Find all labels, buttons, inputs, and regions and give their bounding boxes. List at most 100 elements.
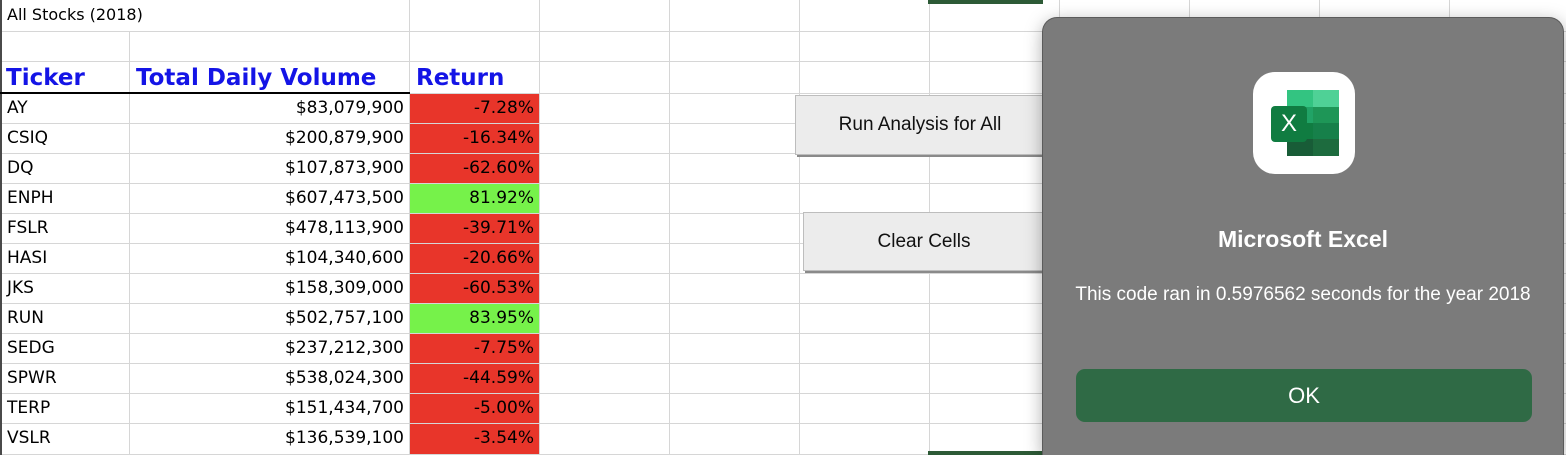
return-cell[interactable]: -7.75% xyxy=(410,334,540,364)
return-cell[interactable]: 81.92% xyxy=(410,184,540,214)
sheet-cell[interactable] xyxy=(670,304,800,334)
volume-cell[interactable]: $478,113,900 xyxy=(130,214,410,244)
sheet-cell[interactable] xyxy=(540,334,670,364)
sheet-cell[interactable] xyxy=(930,334,1060,364)
volume-cell[interactable]: $538,024,300 xyxy=(130,364,410,394)
sheet-cell[interactable] xyxy=(800,424,930,455)
volume-cell[interactable]: $158,309,000 xyxy=(130,274,410,304)
sheet-cell[interactable] xyxy=(670,394,800,424)
sheet-cell[interactable] xyxy=(540,214,670,244)
return-cell[interactable]: -3.54% xyxy=(410,424,540,455)
sheet-cell[interactable] xyxy=(670,184,800,214)
ticker-cell[interactable]: SEDG xyxy=(0,334,130,364)
sheet-cell[interactable] xyxy=(670,274,800,304)
sheet-cell[interactable] xyxy=(670,62,800,94)
run-analysis-button[interactable]: Run Analysis for All xyxy=(795,95,1045,155)
sheet-cell[interactable] xyxy=(930,32,1060,62)
sheet-cell[interactable] xyxy=(930,154,1060,184)
column-header-return[interactable]: Return xyxy=(410,62,540,94)
sheet-cell[interactable] xyxy=(0,32,130,62)
return-cell[interactable]: 83.95% xyxy=(410,304,540,334)
sheet-cell[interactable] xyxy=(540,304,670,334)
sheet-cell[interactable] xyxy=(670,154,800,184)
return-cell[interactable]: -20.66% xyxy=(410,244,540,274)
ticker-cell[interactable]: DQ xyxy=(0,154,130,184)
sheet-cell[interactable] xyxy=(670,334,800,364)
sheet-cell[interactable] xyxy=(930,184,1060,214)
sheet-cell[interactable] xyxy=(670,244,800,274)
ticker-cell[interactable]: HASI xyxy=(0,244,130,274)
column-header-volume[interactable]: Total Daily Volume xyxy=(130,62,410,94)
sheet-title-cell[interactable]: All Stocks (2018) xyxy=(0,0,410,32)
return-cell[interactable]: -39.71% xyxy=(410,214,540,244)
volume-cell[interactable]: $151,434,700 xyxy=(130,394,410,424)
volume-cell[interactable]: $237,212,300 xyxy=(130,334,410,364)
ticker-cell[interactable]: VSLR xyxy=(0,424,130,455)
sheet-cell[interactable] xyxy=(930,0,1060,32)
sheet-cell[interactable] xyxy=(540,394,670,424)
sheet-cell[interactable] xyxy=(930,364,1060,394)
sheet-cell[interactable] xyxy=(930,394,1060,424)
ticker-cell[interactable]: CSIQ xyxy=(0,124,130,154)
return-cell[interactable]: -60.53% xyxy=(410,274,540,304)
sheet-cell[interactable] xyxy=(130,32,410,62)
sheet-cell[interactable] xyxy=(800,274,930,304)
sheet-cell[interactable] xyxy=(540,94,670,124)
volume-cell[interactable]: $83,079,900 xyxy=(130,94,410,124)
ok-button[interactable]: OK xyxy=(1076,369,1532,422)
return-cell[interactable]: -62.60% xyxy=(410,154,540,184)
sheet-cell[interactable] xyxy=(800,394,930,424)
sheet-cell[interactable] xyxy=(800,32,930,62)
sheet-cell[interactable] xyxy=(540,184,670,214)
sheet-cell[interactable] xyxy=(540,244,670,274)
sheet-cell[interactable] xyxy=(540,154,670,184)
sheet-cell[interactable] xyxy=(410,32,540,62)
ticker-cell[interactable]: ENPH xyxy=(0,184,130,214)
sheet-cell[interactable] xyxy=(540,364,670,394)
sheet-cell[interactable] xyxy=(670,32,800,62)
sheet-cell[interactable] xyxy=(670,94,800,124)
sheet-cell[interactable] xyxy=(670,424,800,455)
sheet-cell[interactable] xyxy=(800,154,930,184)
ticker-cell[interactable]: TERP xyxy=(0,394,130,424)
sheet-cell[interactable] xyxy=(930,274,1060,304)
sheet-cell[interactable] xyxy=(540,62,670,94)
sheet-cell[interactable] xyxy=(670,364,800,394)
sheet-cell[interactable] xyxy=(540,32,670,62)
sheet-cell[interactable] xyxy=(540,124,670,154)
sheet-cell[interactable] xyxy=(540,274,670,304)
sheet-cell[interactable] xyxy=(800,62,930,94)
return-cell[interactable]: -5.00% xyxy=(410,394,540,424)
sheet-cell[interactable] xyxy=(800,364,930,394)
ticker-cell[interactable]: FSLR xyxy=(0,214,130,244)
ticker-cell[interactable]: RUN xyxy=(0,304,130,334)
sheet-cell[interactable] xyxy=(670,214,800,244)
volume-cell[interactable]: $136,539,100 xyxy=(130,424,410,455)
return-cell[interactable]: -44.59% xyxy=(410,364,540,394)
volume-cell[interactable]: $200,879,900 xyxy=(130,124,410,154)
return-cell[interactable]: -16.34% xyxy=(410,124,540,154)
sheet-cell[interactable] xyxy=(800,0,930,32)
volume-cell[interactable]: $502,757,100 xyxy=(130,304,410,334)
sheet-cell[interactable] xyxy=(410,0,540,32)
column-header-ticker[interactable]: Ticker xyxy=(0,62,130,94)
sheet-cell[interactable] xyxy=(540,424,670,455)
sheet-cell[interactable] xyxy=(800,184,930,214)
clear-cells-button[interactable]: Clear Cells xyxy=(803,212,1045,271)
dialog-message: This code ran in 0.5976562 seconds for t… xyxy=(1075,284,1531,305)
sheet-cell[interactable] xyxy=(800,304,930,334)
sheet-cell[interactable] xyxy=(930,304,1060,334)
sheet-left-edge xyxy=(0,0,2,455)
sheet-cell[interactable] xyxy=(540,0,670,32)
sheet-cell[interactable] xyxy=(670,124,800,154)
ticker-cell[interactable]: SPWR xyxy=(0,364,130,394)
volume-cell[interactable]: $607,473,500 xyxy=(130,184,410,214)
sheet-cell[interactable] xyxy=(670,0,800,32)
return-cell[interactable]: -7.28% xyxy=(410,94,540,124)
sheet-cell[interactable] xyxy=(800,334,930,364)
ticker-cell[interactable]: JKS xyxy=(0,274,130,304)
ticker-cell[interactable]: AY xyxy=(0,94,130,124)
sheet-cell[interactable] xyxy=(930,62,1060,94)
volume-cell[interactable]: $104,340,600 xyxy=(130,244,410,274)
volume-cell[interactable]: $107,873,900 xyxy=(130,154,410,184)
